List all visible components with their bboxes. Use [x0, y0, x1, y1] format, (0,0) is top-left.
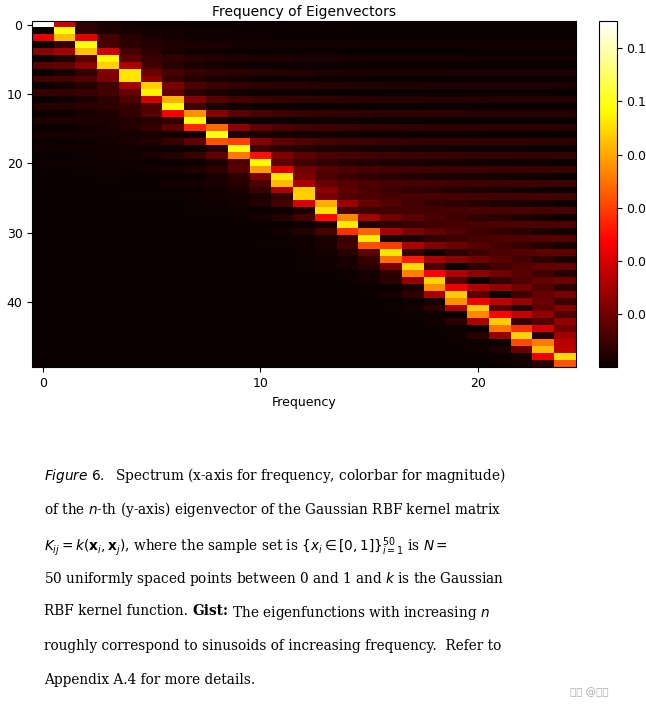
Text: roughly correspond to sinusoids of increasing frequency.  Refer to: roughly correspond to sinusoids of incre…	[44, 639, 501, 653]
Text: of the $\mathit{n}$-th (y-axis) eigenvector of the Gaussian RBF kernel matrix: of the $\mathit{n}$-th (y-axis) eigenvec…	[44, 501, 501, 519]
Text: RBF kernel function.: RBF kernel function.	[44, 604, 193, 618]
Text: Appendix A.4 for more details.: Appendix A.4 for more details.	[44, 673, 255, 688]
Y-axis label: Eigenvector Idx: Eigenvector Idx	[0, 146, 1, 243]
Text: The eigenfunctions with increasing $\mathit{n}$: The eigenfunctions with increasing $\mat…	[229, 604, 490, 623]
Text: 知乎 @若羽: 知乎 @若羽	[570, 688, 609, 698]
Text: $K_{ij} = k(\mathbf{x}_i, \mathbf{x}_j)$, where the sample set is $\{x_i \in [0,: $K_{ij} = k(\mathbf{x}_i, \mathbf{x}_j)$…	[44, 535, 448, 558]
Text: $\mathit{Figure\ 6.}$  Spectrum (x-axis for frequency, colorbar for magnitude): $\mathit{Figure\ 6.}$ Spectrum (x-axis f…	[44, 466, 506, 485]
Title: Frequency of Eigenvectors: Frequency of Eigenvectors	[212, 5, 396, 19]
X-axis label: Frequency: Frequency	[271, 396, 337, 409]
Text: Gist:: Gist:	[193, 604, 229, 618]
Text: 50 uniformly spaced points between 0 and 1 and $k$ is the Gaussian: 50 uniformly spaced points between 0 and…	[44, 570, 505, 588]
